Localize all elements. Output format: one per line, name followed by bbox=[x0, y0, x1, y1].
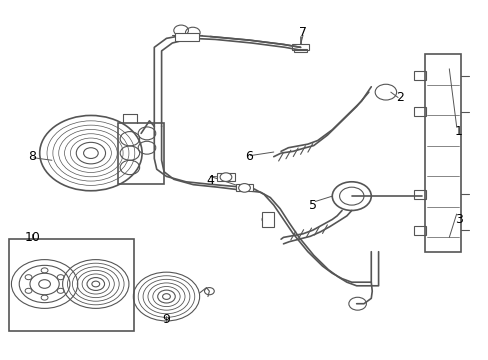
Text: 1: 1 bbox=[454, 125, 462, 138]
Bar bbox=[262, 212, 273, 226]
Bar bbox=[413, 107, 426, 116]
Bar bbox=[9, 239, 134, 330]
Text: 6: 6 bbox=[245, 150, 253, 163]
Circle shape bbox=[220, 173, 231, 181]
Bar bbox=[118, 123, 163, 184]
Circle shape bbox=[238, 184, 250, 192]
Text: 9: 9 bbox=[162, 313, 170, 327]
Bar bbox=[217, 173, 234, 181]
Text: 5: 5 bbox=[308, 199, 316, 212]
Bar bbox=[235, 184, 253, 192]
Bar bbox=[291, 44, 309, 50]
Text: 2: 2 bbox=[396, 91, 404, 104]
Bar bbox=[424, 54, 461, 252]
Bar bbox=[294, 49, 306, 52]
Bar bbox=[413, 71, 426, 80]
Text: 4: 4 bbox=[206, 174, 214, 186]
Bar bbox=[413, 226, 426, 234]
Bar bbox=[174, 33, 199, 41]
Text: 3: 3 bbox=[454, 213, 462, 226]
Text: 7: 7 bbox=[298, 27, 306, 40]
Bar bbox=[413, 190, 426, 199]
Text: 8: 8 bbox=[28, 150, 36, 163]
Text: 10: 10 bbox=[24, 231, 40, 244]
